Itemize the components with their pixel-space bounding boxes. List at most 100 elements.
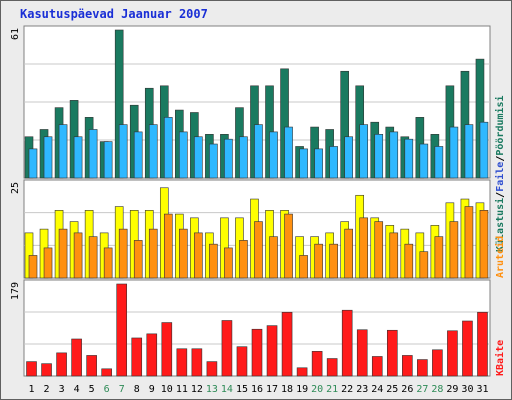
top-panel: 61	[10, 25, 491, 179]
middle-bar-b-day-7	[118, 228, 128, 279]
bottom-ytick-label: 179	[10, 282, 21, 300]
middle-bar-b-day-15	[239, 240, 248, 279]
legend-middle: Aruteid	[494, 236, 506, 278]
x-tick-day-27: 27	[416, 384, 428, 395]
bottom-bar-a-day-13	[206, 361, 218, 377]
x-tick-day-31: 31	[476, 384, 488, 395]
x-tick-day-26: 26	[401, 384, 413, 395]
top-bar-b-day-5	[88, 129, 98, 179]
legend-middle-part: Aruteid	[494, 236, 506, 278]
top-ytick-label: 61	[10, 28, 21, 40]
bottom-bar-a-day-24	[371, 356, 383, 377]
middle-bar-b-day-13	[209, 243, 218, 279]
x-tick-day-24: 24	[371, 384, 383, 395]
middle-bar-b-day-6	[103, 247, 113, 279]
bottom-bar-a-day-12	[191, 348, 203, 377]
bottom-bar-a-day-14	[221, 320, 233, 377]
x-tick-day-28: 28	[431, 384, 443, 395]
x-tick-day-9: 9	[149, 384, 155, 395]
bottom-bar-a-day-8	[131, 337, 143, 377]
top-bar-b-day-16	[254, 124, 263, 179]
middle-bar-b-day-3	[58, 228, 68, 279]
middle-ytick-label: 25	[10, 182, 21, 194]
bottom-bar-a-day-16	[251, 328, 263, 377]
bottom-bar-a-day-11	[176, 348, 188, 377]
x-tick-day-22: 22	[341, 384, 353, 395]
middle-bar-b-day-4	[73, 232, 83, 279]
chart-title: Kasutuspäevad Jaanuar 2007	[20, 7, 208, 21]
x-tick-day-23: 23	[356, 384, 368, 395]
bottom-bar-a-day-3	[56, 352, 67, 377]
middle-bar-b-day-18	[284, 213, 293, 279]
x-tick-day-4: 4	[74, 384, 80, 395]
top-bar-b-day-20	[314, 148, 323, 179]
top-bar-b-day-13	[209, 143, 218, 179]
x-tick-day-21: 21	[326, 384, 338, 395]
x-axis-labels: 1 2 3 4 5 6 7 8 9 10 11 12 13 14 15 16 17 18 19 20 21 22 23 24 2…	[29, 384, 489, 395]
x-tick-day-12: 12	[191, 384, 203, 395]
bottom-bar-a-day-7	[116, 283, 128, 377]
top-bar-b-day-22	[344, 136, 353, 179]
middle-bar-b-day-21	[329, 243, 338, 279]
top-bar-b-day-11	[179, 131, 188, 179]
top-bar-b-day-9	[148, 124, 158, 179]
top-bar-b-day-24	[374, 134, 384, 179]
top-bar-b-day-7	[118, 124, 128, 179]
middle-bar-b-day-10	[163, 213, 173, 279]
middle-panel: 25	[10, 179, 491, 279]
bottom-bar-a-day-6	[101, 368, 112, 377]
x-tick-day-30: 30	[461, 384, 473, 395]
x-tick-day-7: 7	[119, 384, 125, 395]
middle-bar-b-day-17	[269, 236, 278, 279]
top-bar-b-day-4	[73, 136, 83, 179]
x-tick-day-5: 5	[89, 384, 95, 395]
middle-bar-b-day-22	[344, 228, 353, 279]
x-tick-day-15: 15	[236, 384, 248, 395]
legend-top-part: Külastusi	[494, 198, 506, 252]
x-tick-day-2: 2	[44, 384, 50, 395]
middle-bar-b-day-28	[434, 236, 444, 279]
middle-bar-b-day-9	[148, 228, 158, 279]
x-tick-day-19: 19	[296, 384, 308, 395]
bottom-bar-a-day-17	[266, 325, 278, 377]
bottom-panel: 179	[10, 279, 491, 377]
bottom-bar-a-day-29	[447, 330, 458, 377]
middle-bar-b-day-5	[88, 236, 98, 279]
middle-bar-b-day-30	[464, 206, 474, 279]
top-bar-b-day-2	[43, 136, 53, 179]
middle-bar-b-day-1	[28, 255, 38, 279]
bottom-bar-a-day-21	[326, 358, 338, 377]
x-tick-day-14: 14	[221, 384, 233, 395]
top-bar-b-day-19	[299, 148, 308, 179]
top-bar-b-day-31	[479, 121, 489, 179]
middle-bar-b-day-24	[374, 221, 384, 279]
top-bar-b-day-14	[224, 138, 233, 179]
top-bar-b-day-12	[194, 136, 203, 179]
bottom-bar-a-day-28	[432, 349, 443, 377]
top-bar-b-day-15	[239, 136, 248, 179]
middle-bar-b-day-26	[404, 243, 414, 279]
x-tick-day-10: 10	[161, 384, 173, 395]
bottom-bar-a-day-18	[281, 311, 293, 377]
top-bar-b-day-30	[464, 124, 474, 179]
top-bar-b-day-1	[28, 148, 38, 179]
middle-bar-b-day-29	[449, 221, 459, 279]
bottom-bar-a-day-26	[402, 355, 413, 377]
bottom-bar-a-day-22	[341, 309, 353, 377]
legend-top-part: /	[495, 192, 506, 198]
bottom-bar-a-day-9	[146, 333, 158, 377]
middle-bar-b-day-19	[299, 255, 308, 279]
x-tick-day-11: 11	[176, 384, 188, 395]
middle-bar-b-day-2	[43, 247, 53, 279]
legend-top-part: Faile	[494, 162, 506, 192]
bottom-bar-a-day-23	[356, 329, 368, 377]
x-tick-day-16: 16	[251, 384, 263, 395]
legend-bottom-part: KBaite	[494, 340, 506, 376]
x-tick-day-20: 20	[311, 384, 323, 395]
panels: 61 25 179	[10, 25, 491, 377]
legend-top-part: Pöördumisi	[494, 95, 506, 155]
legend-bottom: KBaite	[494, 340, 506, 376]
middle-bar-b-day-25	[389, 232, 399, 279]
bottom-bar-a-day-25	[386, 329, 398, 377]
